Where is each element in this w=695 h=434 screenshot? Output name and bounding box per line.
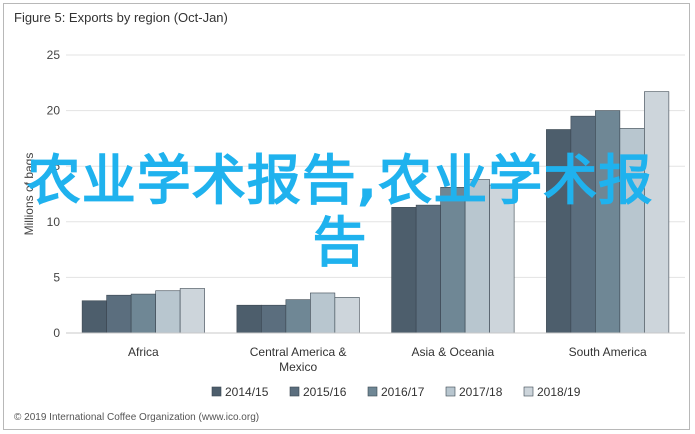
y-tick-label: 20 bbox=[47, 104, 61, 118]
legend-swatch bbox=[211, 386, 222, 397]
bar bbox=[155, 290, 181, 334]
legend: 2014/15 2015/16 2016/17 2017/18 2018/19 bbox=[211, 385, 581, 399]
legend-label: 2017/18 bbox=[459, 385, 503, 399]
source-note: © 2019 International Coffee Organization… bbox=[14, 412, 260, 423]
bar bbox=[619, 128, 645, 334]
x-tick-label: Asia & Oceania bbox=[412, 345, 495, 359]
x-tick-label: South America bbox=[569, 345, 647, 359]
bar bbox=[179, 288, 205, 334]
legend-label: 2018/19 bbox=[537, 385, 581, 399]
x-tick-labels: Africa Central America & Mexico Asia & Ocea… bbox=[128, 345, 647, 374]
legend-label: 2015/16 bbox=[303, 385, 347, 399]
legend-swatch bbox=[367, 386, 378, 397]
bar bbox=[391, 207, 417, 334]
bar bbox=[546, 129, 572, 334]
y-tick-label: 0 bbox=[53, 326, 60, 340]
bar bbox=[81, 300, 107, 334]
legend-label: 2014/15 bbox=[225, 385, 269, 399]
bar bbox=[334, 297, 360, 334]
bar bbox=[570, 115, 596, 334]
y-axis-label: Millions of bags bbox=[22, 153, 36, 236]
bar bbox=[489, 184, 515, 334]
bar bbox=[130, 293, 156, 334]
bar bbox=[236, 304, 262, 334]
bar bbox=[261, 304, 287, 334]
bar bbox=[106, 294, 132, 334]
bar bbox=[310, 292, 336, 334]
bar bbox=[285, 299, 311, 334]
legend-swatch bbox=[445, 386, 456, 397]
y-tick-label: 15 bbox=[47, 159, 61, 173]
x-tick-label: Central America & Mexico bbox=[250, 345, 347, 374]
legend-swatch bbox=[289, 386, 300, 397]
bars bbox=[81, 91, 670, 334]
y-tick-label: 10 bbox=[47, 215, 61, 229]
watermark-text: 农业学术报告,农业学术报告 bbox=[26, 149, 654, 274]
y-tick-label: 5 bbox=[53, 270, 60, 284]
y-tick-label: 25 bbox=[47, 48, 61, 62]
chart-frame bbox=[3, 3, 690, 430]
legend-swatch bbox=[523, 386, 534, 397]
x-tick-label: Africa bbox=[128, 345, 159, 359]
y-axis-label-group: Millions of bags bbox=[22, 153, 36, 236]
legend-label: 2016/17 bbox=[381, 385, 425, 399]
chart-title: Figure 5: Exports by region (Oct-Jan) bbox=[14, 10, 228, 25]
y-tick-labels: 0 5 10 15 20 25 bbox=[47, 48, 61, 340]
